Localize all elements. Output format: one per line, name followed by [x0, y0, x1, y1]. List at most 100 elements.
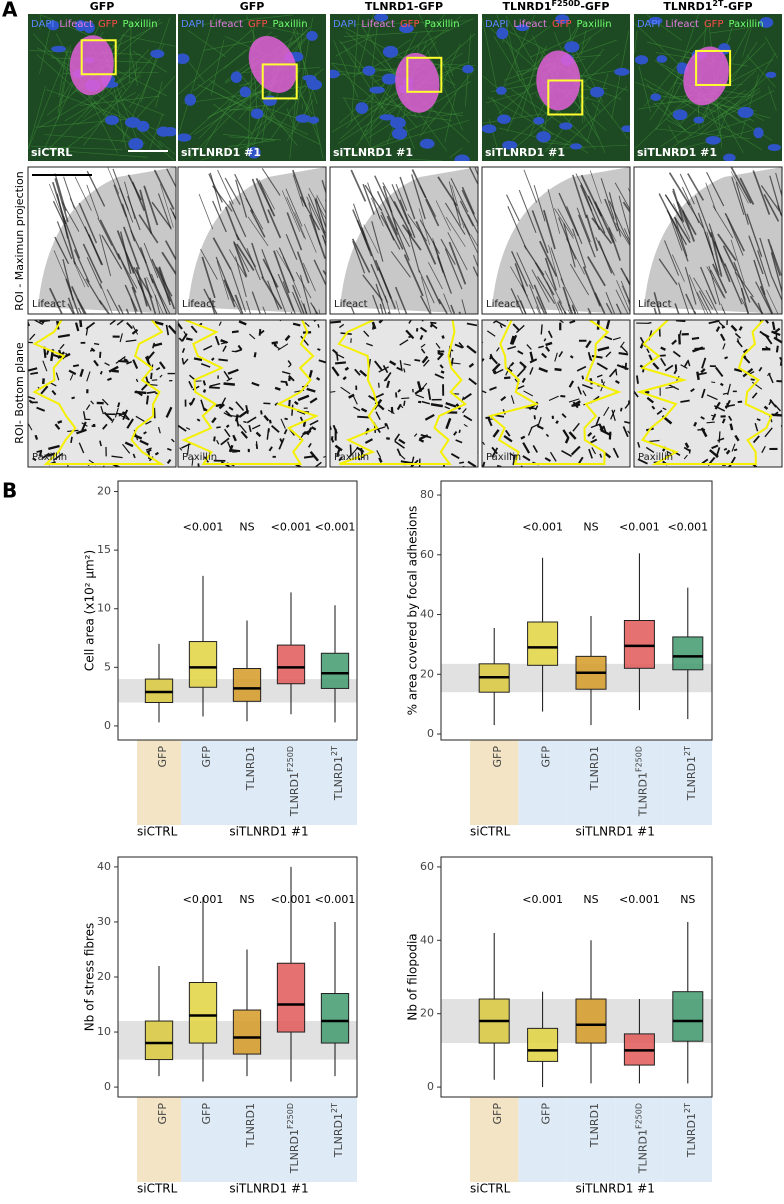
adhesion — [304, 456, 313, 457]
adhesion — [441, 372, 444, 373]
condition-label: siTLNRD1 #1 — [637, 146, 717, 159]
y-tick-label: 40 — [97, 860, 111, 873]
p-value: NS — [680, 893, 695, 906]
stain-label: Lifeact — [638, 299, 672, 310]
category: TLNRD1 — [685, 756, 698, 801]
adhesion — [414, 360, 420, 361]
nucleus — [175, 53, 189, 64]
stain-label: Lifeact — [182, 299, 216, 310]
adhesion — [186, 338, 192, 339]
adhesion — [541, 324, 542, 334]
row-label: ROI - Maximun projection — [13, 171, 26, 310]
x-tick-label: TLNRD1 — [244, 746, 257, 791]
nucleus — [570, 143, 582, 149]
nucleus — [650, 93, 661, 100]
nucleus — [363, 66, 376, 76]
adhesion — [463, 466, 465, 476]
y-tick-label: 60 — [420, 548, 434, 561]
p-value: NS — [583, 893, 598, 906]
nucleus — [496, 86, 507, 94]
adhesion — [626, 363, 627, 370]
adhesion — [36, 435, 37, 439]
p-value: <0.001 — [522, 893, 563, 906]
nucleus — [306, 31, 317, 41]
channel-label: GFP — [248, 19, 268, 30]
adhesion — [270, 420, 271, 423]
adhesion — [721, 384, 723, 386]
category: GFP — [540, 1103, 553, 1125]
adhesion — [214, 437, 215, 442]
nucleus — [379, 114, 394, 120]
category-sup: 2T — [682, 746, 691, 756]
adhesion — [329, 322, 341, 323]
nucleus — [766, 72, 777, 78]
panel-label: B — [2, 479, 17, 503]
channel-label: GFP — [704, 19, 724, 30]
adhesion — [118, 403, 119, 408]
header-text: TLNRD1 — [663, 0, 712, 13]
adhesion — [261, 410, 262, 414]
header-suffix: -GFP — [580, 0, 609, 13]
p-value: NS — [239, 893, 254, 906]
category: TLNRD1 — [332, 756, 345, 801]
category-sup: 2T — [682, 1103, 691, 1113]
group-label: siCTRL — [137, 1182, 178, 1196]
nucleus — [356, 102, 369, 114]
image-bg — [178, 14, 326, 161]
p-value: <0.001 — [619, 521, 660, 534]
nucleus — [382, 73, 397, 84]
box — [624, 621, 654, 669]
adhesion — [725, 357, 728, 358]
channel-label: DAPI — [181, 19, 204, 30]
y-tick-label: 5 — [104, 660, 111, 673]
p-value: <0.001 — [271, 893, 312, 906]
category: TLNRD1 — [244, 1103, 257, 1148]
adhesion — [602, 379, 603, 383]
p-value: <0.001 — [315, 893, 356, 906]
x-tick-label: GFP — [540, 746, 553, 768]
group-label: siTLNRD1 #1 — [229, 825, 308, 839]
adhesion — [401, 398, 409, 399]
stain-label: Lifeact — [486, 299, 520, 310]
adhesion — [317, 349, 320, 350]
image-content — [633, 314, 784, 469]
nucleus — [383, 46, 398, 58]
adhesion — [694, 422, 696, 426]
category: GFP — [540, 746, 553, 768]
adhesion — [116, 413, 124, 414]
adhesion — [224, 383, 235, 384]
adhesion — [147, 396, 148, 405]
image-content — [28, 14, 177, 161]
adhesion — [216, 405, 221, 406]
grayscale-image — [174, 310, 330, 471]
stain-label: Paxillin — [182, 452, 217, 463]
nucleus — [738, 107, 754, 118]
channel-label: GFP — [400, 19, 420, 30]
nucleus — [482, 124, 497, 133]
x-tick-label: TLNRD1 — [588, 746, 601, 791]
nucleus — [125, 117, 141, 128]
category: TLNRD1 — [288, 772, 301, 817]
adhesion — [722, 326, 725, 328]
grayscale-image — [633, 314, 784, 469]
p-value: <0.001 — [619, 893, 660, 906]
category: TLNRD1 — [588, 1103, 601, 1148]
x-tick-label: GFP — [540, 1103, 553, 1125]
category: GFP — [491, 1103, 504, 1125]
adhesion — [236, 415, 237, 422]
image-content — [174, 310, 330, 471]
p-value: <0.001 — [667, 521, 708, 534]
y-tick-label: 0 — [427, 1080, 434, 1093]
adhesion — [257, 444, 258, 449]
category: GFP — [200, 1103, 213, 1125]
p-value: NS — [239, 521, 254, 534]
y-tick-label: 20 — [420, 667, 434, 680]
adhesion — [392, 314, 396, 320]
channel-label: DAPI — [637, 19, 660, 30]
y-tick-label: 0 — [104, 719, 111, 732]
category: TLNRD1 — [636, 772, 649, 817]
y-tick-label: 0 — [427, 727, 434, 740]
nucleus — [307, 79, 322, 90]
nucleus — [392, 128, 407, 140]
channel-label: DAPI — [333, 19, 356, 30]
